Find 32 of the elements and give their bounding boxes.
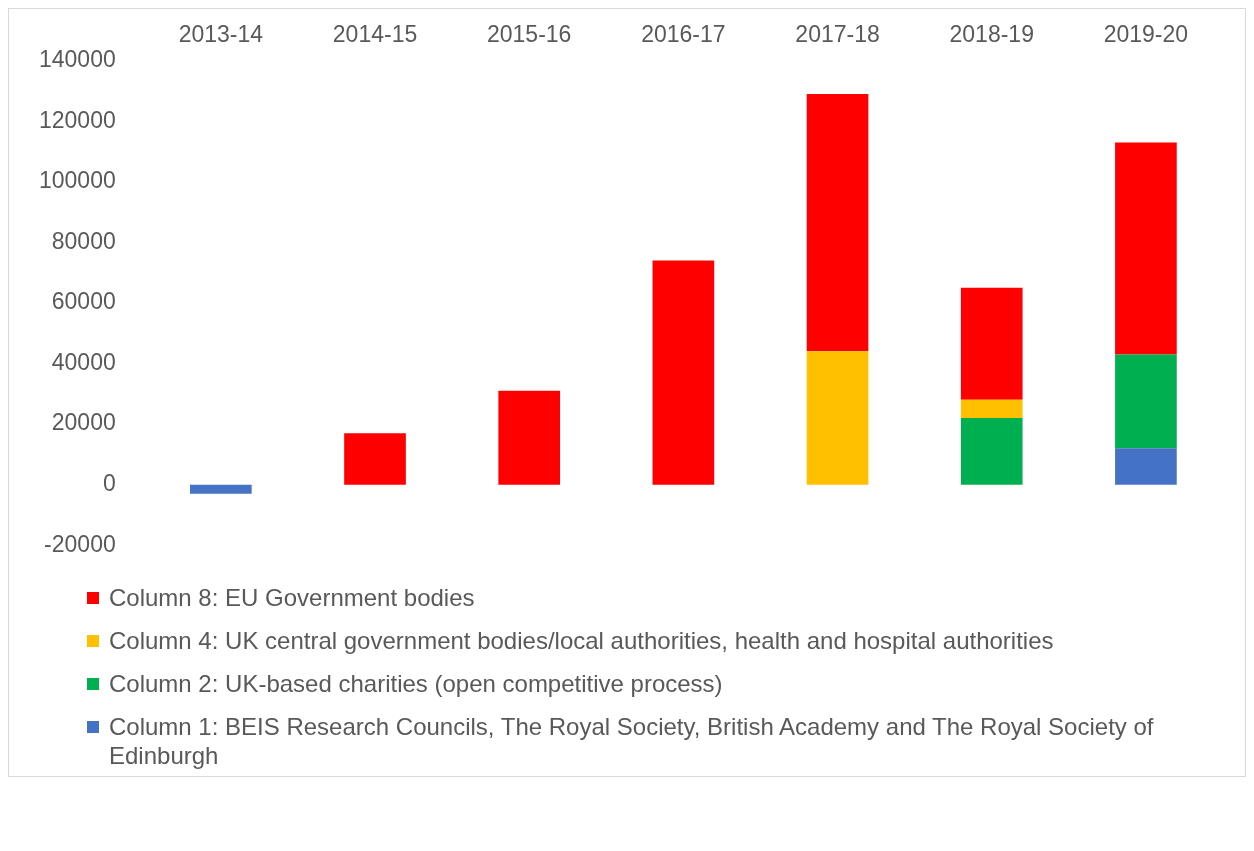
bar [960,417,1023,485]
y-tick-label: 20000 [51,409,116,436]
y-tick-label: 100000 [39,167,116,194]
bar [960,399,1023,418]
bar [344,433,406,485]
bar [806,351,869,485]
bar [1115,142,1177,355]
bar [190,484,252,494]
y-tick-label: 80000 [51,227,116,254]
x-tick-label: 2019-20 [1103,21,1189,48]
bar [1115,448,1177,485]
x-tick-label: 2015-16 [486,21,572,48]
y-tick-label: 40000 [51,348,116,375]
legend-label: Column 1: BEIS Research Councils, The Royal Society, British Academy and The Royal Society of Edinburgh [109,713,1154,769]
x-tick-label: 2017-18 [795,21,880,48]
legend-label: Column 2: UK-based charities (open competitive process) [109,670,723,697]
x-tick-label: 2018-19 [949,21,1034,48]
bar [652,260,715,485]
bar [806,93,869,352]
bar [960,287,1023,400]
y-tick-label: 0 [102,469,116,496]
y-tick-label: 140000 [39,45,116,72]
y-tick-label: 60000 [51,288,116,315]
legend-label: Column 8: EU Government bodies [109,584,475,611]
x-tick-label: 2013-14 [178,21,264,48]
bar [498,390,561,485]
bar [1115,354,1177,449]
y-tick-label: 120000 [39,106,116,133]
x-tick-label: 2014-15 [332,21,418,48]
y-tick-label: -20000 [44,530,116,557]
x-tick-label: 2016-17 [641,21,726,48]
legend-label: Column 4: UK central government bodies/local authorities, health and hospital authorities [109,627,1054,654]
